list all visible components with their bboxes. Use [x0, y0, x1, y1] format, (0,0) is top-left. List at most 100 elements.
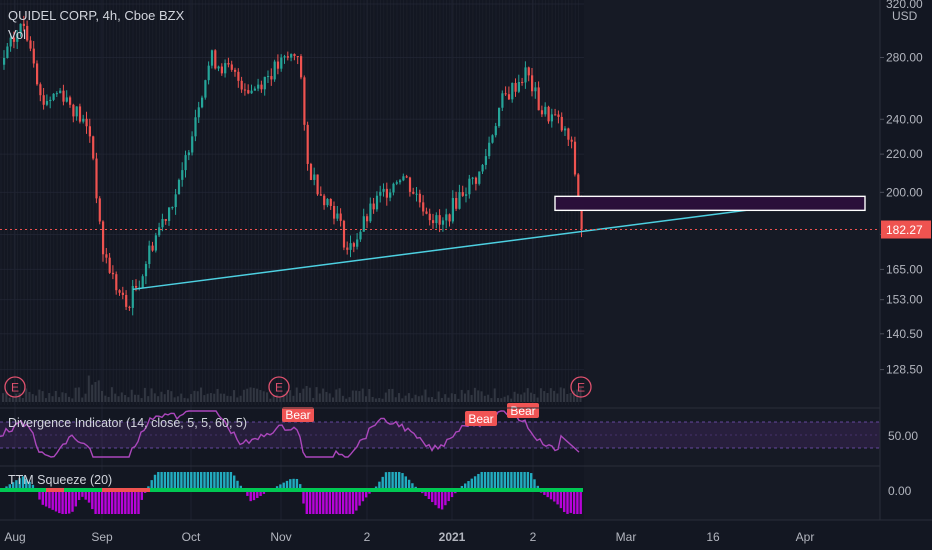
candle[interactable]	[191, 131, 194, 156]
candle[interactable]	[75, 106, 78, 121]
candle[interactable]	[527, 66, 530, 82]
candle[interactable]	[230, 60, 233, 72]
candle[interactable]	[422, 195, 425, 216]
candle[interactable]	[349, 235, 352, 258]
candle[interactable]	[9, 33, 12, 52]
candle[interactable]	[326, 198, 329, 208]
trendline[interactable]	[132, 205, 776, 291]
candle[interactable]	[177, 178, 181, 195]
candle[interactable]	[270, 68, 273, 86]
candle[interactable]	[204, 79, 207, 100]
candle[interactable]	[484, 148, 487, 170]
candle[interactable]	[253, 86, 256, 91]
candle[interactable]	[405, 174, 408, 179]
candle[interactable]	[309, 162, 313, 181]
candle[interactable]	[19, 23, 22, 37]
candle[interactable]	[158, 222, 161, 238]
candle[interactable]	[408, 176, 412, 197]
candle[interactable]	[6, 42, 9, 59]
candle[interactable]	[82, 114, 85, 124]
candle[interactable]	[412, 187, 415, 195]
candle[interactable]	[303, 75, 306, 131]
candle[interactable]	[474, 176, 478, 191]
candle[interactable]	[293, 53, 296, 61]
last-price-tag[interactable]: 182.27	[881, 220, 931, 239]
candle[interactable]	[69, 95, 72, 108]
candle[interactable]	[125, 290, 128, 310]
candle[interactable]	[544, 102, 547, 117]
candle[interactable]	[214, 49, 217, 70]
candle[interactable]	[59, 88, 62, 94]
candle[interactable]	[85, 111, 88, 134]
candle[interactable]	[573, 136, 577, 177]
candle[interactable]	[197, 101, 200, 123]
candle[interactable]	[65, 90, 68, 103]
candle[interactable]	[273, 59, 276, 82]
candle[interactable]	[283, 54, 286, 64]
earnings-marker[interactable]: E	[4, 376, 26, 398]
candle[interactable]	[62, 84, 65, 106]
candle[interactable]	[372, 197, 375, 214]
candle[interactable]	[415, 187, 418, 202]
candle[interactable]	[534, 82, 537, 99]
candle[interactable]	[263, 76, 266, 96]
candle[interactable]	[402, 173, 405, 182]
candle[interactable]	[237, 68, 240, 88]
candle[interactable]	[438, 209, 441, 233]
candle[interactable]	[240, 76, 243, 93]
candle[interactable]	[550, 108, 553, 128]
candle[interactable]	[356, 233, 359, 250]
candle[interactable]	[144, 261, 148, 285]
candle[interactable]	[102, 220, 105, 262]
candle[interactable]	[382, 183, 385, 197]
candle[interactable]	[217, 65, 220, 72]
bear-signal[interactable]: Bear	[465, 411, 497, 426]
candle[interactable]	[22, 15, 25, 32]
candle[interactable]	[290, 53, 293, 62]
candle[interactable]	[570, 136, 573, 149]
candle[interactable]	[243, 83, 247, 96]
candle[interactable]	[171, 206, 174, 210]
candle[interactable]	[389, 188, 392, 202]
candle[interactable]	[465, 187, 468, 203]
candle[interactable]	[29, 36, 32, 52]
candle[interactable]	[131, 279, 134, 316]
candle[interactable]	[498, 107, 501, 128]
candle[interactable]	[507, 86, 511, 101]
candle[interactable]	[207, 61, 210, 85]
candle[interactable]	[227, 57, 230, 68]
candle[interactable]	[346, 241, 349, 255]
candle[interactable]	[306, 121, 309, 171]
candle[interactable]	[98, 196, 101, 225]
candle[interactable]	[16, 30, 19, 49]
candle[interactable]	[276, 54, 280, 75]
candle[interactable]	[491, 134, 494, 144]
candle[interactable]	[174, 189, 177, 215]
candle[interactable]	[300, 54, 303, 80]
earnings-marker[interactable]: E	[268, 376, 290, 398]
candle[interactable]	[451, 190, 454, 224]
candle[interactable]	[78, 103, 82, 124]
candle[interactable]	[210, 49, 214, 69]
candle[interactable]	[399, 178, 402, 185]
candle[interactable]	[359, 229, 362, 242]
candle[interactable]	[547, 105, 550, 124]
candle[interactable]	[247, 84, 250, 95]
candle[interactable]	[42, 87, 45, 110]
bear-signal[interactable]: Bear	[282, 407, 314, 422]
candle[interactable]	[164, 218, 167, 225]
candle[interactable]	[184, 150, 187, 178]
candle[interactable]	[521, 77, 524, 86]
candle[interactable]	[95, 152, 98, 204]
candle[interactable]	[362, 208, 365, 232]
candle[interactable]	[333, 201, 336, 225]
candle[interactable]	[567, 127, 570, 146]
candle[interactable]	[220, 63, 223, 76]
candle[interactable]	[39, 82, 42, 102]
candle[interactable]	[313, 167, 316, 186]
candle[interactable]	[445, 208, 448, 229]
candle[interactable]	[395, 180, 398, 186]
candle[interactable]	[557, 110, 560, 124]
